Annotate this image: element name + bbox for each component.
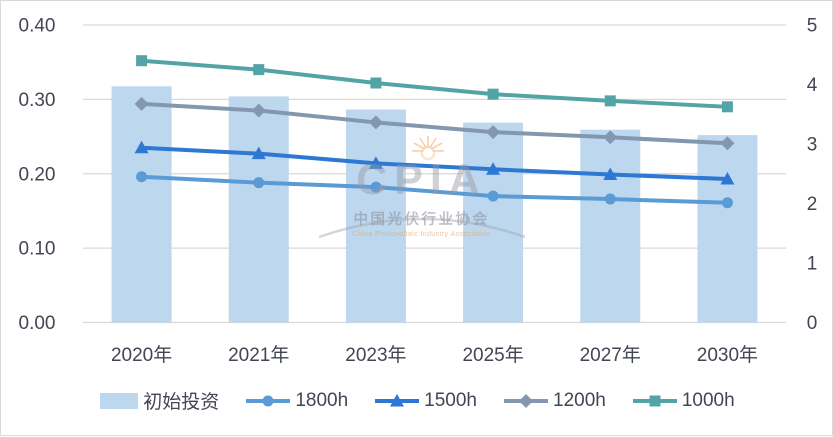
legend-item-initial-investment: 初始投资 — [100, 387, 219, 414]
square-marker-1000h — [604, 95, 616, 107]
right-axis-tick-label: 5 — [807, 16, 818, 37]
square-line-icon — [632, 395, 677, 406]
legend-item-1500h: 1500h — [375, 390, 477, 412]
square-marker-1000h — [136, 55, 148, 67]
circle-marker-1800h — [253, 177, 265, 189]
legend-item-1200h: 1200h — [504, 390, 606, 412]
investment-bar — [463, 122, 524, 323]
x-axis-label: 2030年 — [697, 344, 758, 366]
investment-bar — [111, 86, 172, 323]
x-axis-label: 2021年 — [228, 344, 289, 366]
diamond-marker-1200h — [486, 125, 501, 140]
left-axis-tick-label: 0.30 — [19, 90, 56, 111]
diamond-marker-1200h — [368, 115, 383, 130]
right-axis-tick-label: 1 — [807, 254, 818, 275]
square-marker-1000h — [370, 77, 382, 89]
lcoe-line-1800h — [141, 174, 728, 205]
right-axis-tick-label: 3 — [807, 135, 818, 156]
circle-marker-1800h — [136, 171, 148, 183]
legend-triangle-marker — [390, 393, 405, 406]
diamond-marker-1200h — [251, 103, 266, 118]
legend-diamond-marker — [519, 393, 533, 408]
triangle-marker-1500h — [486, 162, 501, 175]
triangle-marker-1500h — [368, 156, 383, 169]
investment-bar — [697, 135, 758, 323]
legend-label: 1800h — [295, 389, 349, 411]
square-marker-1000h — [721, 101, 733, 113]
triangle-marker-1500h — [251, 146, 266, 160]
chart-legend: 初始投资 1800h 1500h 1200h 1000h — [1, 387, 833, 414]
legend-label: 1000h — [681, 389, 735, 411]
x-axis-label: 2027年 — [580, 344, 641, 366]
triangle-line-icon — [375, 393, 420, 406]
legend-label: 初始投资 — [143, 392, 220, 413]
investment-bar — [228, 96, 289, 323]
circle-marker-1800h — [604, 193, 616, 205]
legend-item-1800h: 1800h — [246, 390, 348, 412]
right-axis-tick-label: 2 — [807, 194, 818, 215]
left-axis-tick-label: 0.20 — [19, 164, 56, 185]
legend-label: 1200h — [553, 389, 606, 411]
diamond-marker-1200h — [603, 130, 618, 145]
legend-circle-marker — [262, 395, 274, 406]
diamond-line-icon — [504, 393, 548, 408]
triangle-marker-1500h — [134, 140, 149, 154]
right-axis-tick-label: 0 — [807, 313, 818, 334]
legend-label: 1500h — [424, 389, 477, 411]
circle-line-icon — [246, 395, 291, 406]
legend-item-1000h: 1000h — [632, 389, 735, 412]
triangle-marker-1500h — [720, 171, 735, 185]
circle-marker-1800h — [721, 197, 733, 209]
diamond-marker-1200h — [720, 136, 735, 151]
lcoe-line-1000h — [141, 58, 728, 109]
legend-square-marker — [649, 395, 661, 406]
circle-marker-1800h — [487, 190, 499, 202]
circle-marker-1800h — [370, 181, 382, 193]
triangle-marker-1500h — [603, 167, 618, 180]
bar-swatch-icon — [100, 392, 139, 409]
x-axis-label: 2023年 — [345, 344, 406, 366]
left-axis-tick-label: 0.00 — [19, 313, 56, 334]
x-axis-label: 2020年 — [111, 344, 172, 366]
diamond-marker-1200h — [134, 96, 149, 111]
square-marker-1000h — [487, 88, 499, 100]
left-axis-tick-label: 0.10 — [19, 239, 56, 260]
left-axis-tick-label: 0.40 — [19, 16, 56, 37]
lcoe-line-1500h — [141, 145, 728, 181]
lcoe-line-1200h — [141, 101, 728, 146]
investment-bar — [580, 129, 641, 323]
right-axis-tick-label: 4 — [807, 75, 818, 96]
x-axis-label: 2025年 — [462, 344, 523, 366]
square-marker-1000h — [253, 64, 265, 76]
investment-bar — [345, 109, 406, 323]
